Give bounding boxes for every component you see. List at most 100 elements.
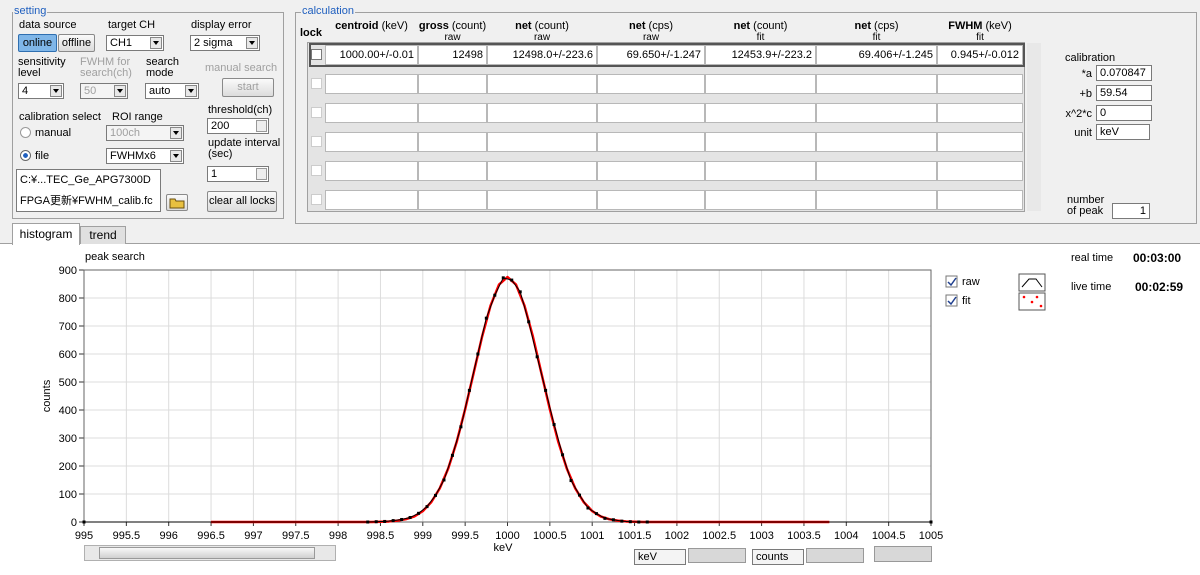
tab[interactable]: trend xyxy=(80,226,126,244)
data-point xyxy=(561,453,565,457)
table-cell xyxy=(325,74,418,94)
y-tick-label: 200 xyxy=(59,461,77,473)
file-path-box[interactable]: C:¥...TEC_Ge_APG7300D FPGA更新¥FWHM_calib.… xyxy=(16,169,161,212)
x-tick-label: 1004 xyxy=(834,530,858,542)
roi-file-select[interactable]: FWHMx6 xyxy=(106,148,184,164)
tab-active[interactable]: histogram xyxy=(12,223,80,245)
c-value[interactable]: 0 xyxy=(1096,105,1152,121)
target-ch-select[interactable]: CH1 xyxy=(106,35,164,51)
lock-checkbox[interactable] xyxy=(311,49,322,60)
b-value[interactable]: 59.54 xyxy=(1096,85,1152,101)
offline-button[interactable]: offline xyxy=(58,34,95,52)
value: 100ch xyxy=(110,127,140,139)
y-tick-label: 500 xyxy=(59,377,77,389)
header-sub: raw xyxy=(642,32,660,43)
legend-swatch-dots xyxy=(1022,295,1043,308)
x-tick-label: 999 xyxy=(414,530,432,542)
y-scale-tools[interactable] xyxy=(806,548,864,563)
legend-checkbox[interactable] xyxy=(945,275,958,288)
header-name: centroid xyxy=(335,20,379,32)
data-point xyxy=(476,352,480,356)
radio-file[interactable] xyxy=(20,150,31,161)
value: 4 xyxy=(22,85,29,97)
table-cell xyxy=(487,74,597,94)
label: file xyxy=(35,150,50,162)
x-tick-label: 1001.5 xyxy=(618,530,652,542)
header-name: net xyxy=(733,20,751,32)
interval-input[interactable]: 1 xyxy=(207,166,269,182)
x-tick-label: 1002.5 xyxy=(702,530,736,542)
data-point xyxy=(518,290,522,294)
y-tick-label: 300 xyxy=(59,433,77,445)
label: real time xyxy=(1071,252,1114,264)
lock-checkbox[interactable] xyxy=(311,165,322,176)
label: calibration xyxy=(1065,52,1116,64)
data-point xyxy=(603,516,607,520)
label: target CH xyxy=(108,19,156,31)
y-axis-label: counts xyxy=(41,379,53,412)
legend-checkbox[interactable] xyxy=(945,294,958,307)
radio-manual[interactable] xyxy=(20,127,31,138)
table-scrollbar[interactable] xyxy=(1027,43,1041,211)
table-cell xyxy=(325,161,418,181)
header-sub: fit xyxy=(756,32,765,43)
setting-group xyxy=(12,12,284,219)
label: unit xyxy=(1074,127,1092,139)
x-tick-label: 1000 xyxy=(495,530,519,542)
table-cell xyxy=(816,132,937,152)
table-cell xyxy=(597,132,705,152)
label: *a xyxy=(1081,68,1092,80)
header-unit: (count) xyxy=(534,20,569,32)
table-cell xyxy=(487,190,597,210)
table-cell: 12453.9+/-223.2 xyxy=(705,45,816,65)
folder-button[interactable] xyxy=(166,194,188,211)
table-cell: 69.650+/-1.247 xyxy=(597,45,705,65)
table-cell xyxy=(487,161,597,181)
x-tick-label: 1005 xyxy=(919,530,943,542)
table-cell xyxy=(418,103,487,123)
table-cell xyxy=(705,132,816,152)
table-cell xyxy=(487,103,597,123)
label: +b xyxy=(1079,88,1092,100)
scroll-thumb[interactable] xyxy=(99,547,315,559)
x-tick-label: 1003 xyxy=(749,530,773,542)
x-tick-label: 1003.5 xyxy=(787,530,821,542)
threshold-input[interactable]: 200 xyxy=(207,118,269,134)
display-error-select[interactable]: 2 sigma xyxy=(190,35,260,51)
column-header: centroid (keV) xyxy=(325,21,418,32)
data-point xyxy=(929,520,933,524)
y-tick-label: 800 xyxy=(59,293,77,305)
header-unit: (count) xyxy=(753,20,788,32)
data-point xyxy=(544,388,548,392)
a-value[interactable]: 0.070847 xyxy=(1096,65,1152,81)
lock-checkbox[interactable] xyxy=(311,136,322,147)
plot-layer: 995 995.5 996 996.5 997 997.5 998 998.5 999 999.5… xyxy=(59,265,944,542)
y-unit-box[interactable]: counts xyxy=(752,549,804,565)
x-tick-label: 997.5 xyxy=(282,530,310,542)
lock-checkbox[interactable] xyxy=(311,78,322,89)
peaks-value: 1 xyxy=(1112,203,1150,219)
clear-locks-button[interactable]: clear all locks xyxy=(207,191,277,212)
header-name: net xyxy=(628,20,646,32)
group-title: setting xyxy=(13,5,48,17)
label: live time xyxy=(1071,281,1112,293)
data-point xyxy=(611,518,615,522)
x-scrollbar[interactable] xyxy=(84,545,336,561)
lock-checkbox[interactable] xyxy=(311,107,322,118)
data-point xyxy=(82,520,86,524)
y-tick-label: 0 xyxy=(71,517,77,529)
table-cell xyxy=(597,190,705,210)
lock-checkbox[interactable] xyxy=(311,194,322,205)
x-scale-tools[interactable] xyxy=(688,548,746,563)
x-unit-box[interactable]: keV xyxy=(634,549,686,565)
value: auto xyxy=(149,85,171,97)
label: number of peak xyxy=(1067,194,1105,217)
graph-palette[interactable] xyxy=(874,546,932,562)
x-tick-label: 998 xyxy=(329,530,347,542)
unit-value[interactable]: keV xyxy=(1096,124,1150,140)
search-mode-select[interactable]: auto xyxy=(145,83,199,99)
sensitivity-select[interactable]: 4 xyxy=(18,83,64,99)
data-point xyxy=(637,520,641,524)
online-button[interactable]: online xyxy=(18,34,57,52)
header-unit: (keV) xyxy=(985,20,1012,32)
